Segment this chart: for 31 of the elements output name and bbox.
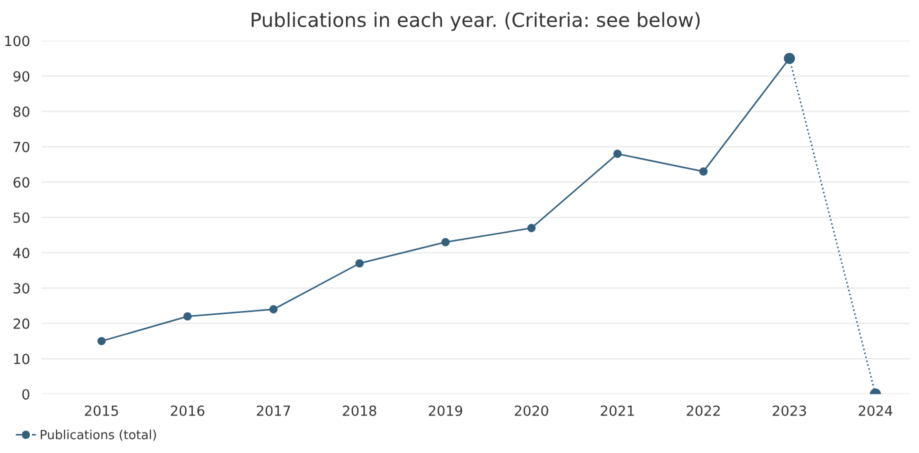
point [97,336,106,346]
point [183,312,192,321]
x-tick-label: 2016 [170,405,204,416]
y-tick-label: 60 [14,177,30,188]
y-tick-label: 20 [14,318,30,329]
x-tick-label: 2018 [342,405,376,416]
point [441,238,450,246]
y-tick-label: 30 [14,283,30,294]
y-tick-label: 80 [14,106,30,117]
x-tick-label: 2017 [256,405,290,416]
y-tick-label: 70 [14,142,30,152]
x-tick-label: 2015 [84,405,118,416]
point [527,224,536,232]
point [355,259,364,268]
point [613,150,622,158]
y-tick-label: 10 [14,354,30,364]
x-tick-label: 2019 [428,405,462,416]
y-tick-label: 40 [13,248,30,258]
y-tick-label: 50 [14,212,30,223]
point [699,167,708,176]
y-tick-label: 90 [13,71,30,82]
x-tick-label: 2022 [686,405,720,416]
x-tick-label: 2024 [858,405,892,416]
x-tick-label: 2020 [514,405,548,416]
x-tick-label: 2023 [772,405,806,416]
x-tick-label: 2021 [600,405,634,416]
point [269,305,278,314]
legend-label: Publications (total) [40,430,156,441]
chart-title: Publications in each year. (Criteria: see below) [252,12,700,31]
y-tick-label: 100 [5,36,30,46]
y-tick-label: 0 [22,389,30,400]
